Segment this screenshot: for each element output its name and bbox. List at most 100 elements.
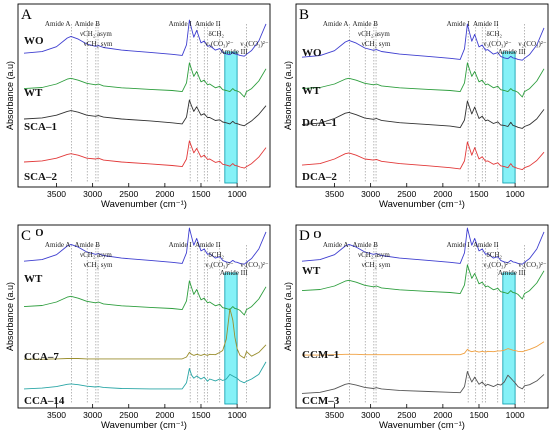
band-label: Amide I — [169, 20, 193, 28]
highlight-band — [502, 51, 516, 184]
band-label: νCH₂ asym — [80, 30, 112, 38]
x-tick-label: 1000 — [228, 410, 247, 420]
band-label: Amide B — [352, 241, 378, 249]
x-tick-label: 2500 — [397, 189, 416, 199]
x-tick-label: 2000 — [433, 189, 452, 199]
band-label: νCH₂ sym — [362, 261, 391, 269]
band-label: δCH₂ — [487, 251, 503, 259]
band-label: ν₃(CO₃)²⁻ — [483, 261, 512, 269]
y-axis-label: Absorbance (a.u) — [5, 282, 15, 351]
band-label: δCH₂ — [209, 251, 225, 259]
x-tick-label: 2000 — [155, 410, 174, 420]
x-tick-label: 2500 — [397, 410, 416, 420]
band-label: Amide II — [473, 241, 499, 249]
band-label: Amide II — [473, 20, 499, 28]
band-label: ν₃(CO₃)²⁻ — [483, 40, 512, 48]
y-axis-label: Absorbance (a.u) — [283, 282, 293, 351]
x-tick-label: 3500 — [47, 410, 66, 420]
series-line — [301, 227, 545, 265]
band-label: ν₃(CO₃)²⁻ — [205, 40, 234, 48]
panel-letter-bg — [297, 226, 314, 244]
band-label: ν₂(CO₃)²⁻ — [240, 261, 269, 269]
panel-letter-bg — [297, 5, 314, 23]
series-line — [23, 361, 267, 390]
series-name: WO — [302, 47, 322, 59]
series-line — [301, 264, 545, 300]
band-label: ν₃(CO₃)²⁻ — [205, 261, 234, 269]
highlight-band — [224, 51, 238, 184]
x-tick-label: 3500 — [325, 189, 344, 199]
band-label: Amide B — [74, 20, 100, 28]
series-line — [23, 62, 267, 98]
x-tick-label: 2500 — [119, 189, 138, 199]
series-name: CCA–7 — [24, 351, 59, 363]
panel-letter: C — [21, 228, 31, 244]
band-label: Amide A — [323, 20, 348, 28]
band-label: νCH₂ asym — [80, 251, 112, 259]
series-line — [301, 370, 545, 394]
series-name: DCA–2 — [302, 171, 337, 183]
band-label: Amide B — [352, 20, 378, 28]
band-label: νCH₂ sym — [84, 40, 113, 48]
series-line — [23, 280, 267, 316]
highlight-band — [502, 272, 516, 405]
band-label: Amide A — [323, 241, 348, 249]
series-name: SCA–2 — [24, 171, 58, 183]
series-line — [23, 140, 267, 169]
panel-letter-bg — [19, 226, 36, 244]
x-axis-label: Wavenumber (cm⁻¹) — [379, 420, 465, 431]
series-name: WT — [24, 87, 43, 99]
panel-letter: A — [21, 7, 32, 23]
band-label: ν₂(CO₃)²⁻ — [240, 40, 269, 48]
series-name: WT — [302, 85, 321, 97]
band-label: Amide I — [447, 241, 471, 249]
series-line — [301, 23, 545, 61]
band-label: Amide III — [498, 48, 526, 56]
x-tick-label: 3000 — [361, 189, 380, 199]
series-name: CCM–1 — [302, 349, 339, 361]
plot-frame — [17, 224, 271, 409]
x-axis-label: Wavenumber (cm⁻¹) — [101, 420, 187, 431]
band-label: Amide III — [220, 48, 248, 56]
series-line — [301, 62, 545, 98]
series-name: WT — [302, 265, 321, 277]
x-tick-label: 3000 — [361, 410, 380, 420]
x-tick-label: 1000 — [228, 189, 247, 199]
band-label: Amide II — [195, 20, 221, 28]
x-tick-label: 3000 — [83, 189, 102, 199]
series-line — [23, 99, 267, 127]
plot-frame — [17, 3, 271, 188]
y-axis-label: Absorbance (a.u) — [283, 61, 293, 130]
series-line — [301, 100, 545, 129]
band-label: νCH₂ asym — [358, 30, 390, 38]
panel-letter: D — [299, 228, 310, 244]
x-tick-label: 3000 — [83, 410, 102, 420]
x-tick-label: 1500 — [470, 410, 489, 420]
y-axis-label: Absorbance (a.u) — [5, 61, 15, 130]
band-label: ν₂(CO₃)²⁻ — [518, 261, 547, 269]
band-label: Amide A — [45, 241, 70, 249]
highlight-band — [224, 272, 238, 405]
series-name: WO — [24, 35, 44, 47]
panel-b: DCA–2 DCA–1 WT WO Amide A Amide B νCH₂ asym νCH… — [283, 3, 549, 210]
x-tick-label: 2500 — [119, 410, 138, 420]
band-label: νCH₂ sym — [84, 261, 113, 269]
x-tick-label: 3500 — [47, 189, 66, 199]
series-line — [301, 141, 545, 171]
band-label: Amide I — [447, 20, 471, 28]
series-line — [24, 308, 267, 360]
series-name: WT — [24, 273, 43, 285]
band-label: ν₂(CO₃)²⁻ — [518, 40, 547, 48]
band-label: νCH₂ asym — [358, 251, 390, 259]
series-name: DCA–1 — [302, 117, 337, 129]
panel-letter: B — [299, 7, 309, 23]
band-label: Amide II — [195, 241, 221, 249]
series-name: SCA–1 — [24, 121, 57, 133]
series-name: CCA–14 — [24, 395, 65, 407]
series-line — [23, 227, 267, 265]
band-label: Amide B — [74, 241, 100, 249]
